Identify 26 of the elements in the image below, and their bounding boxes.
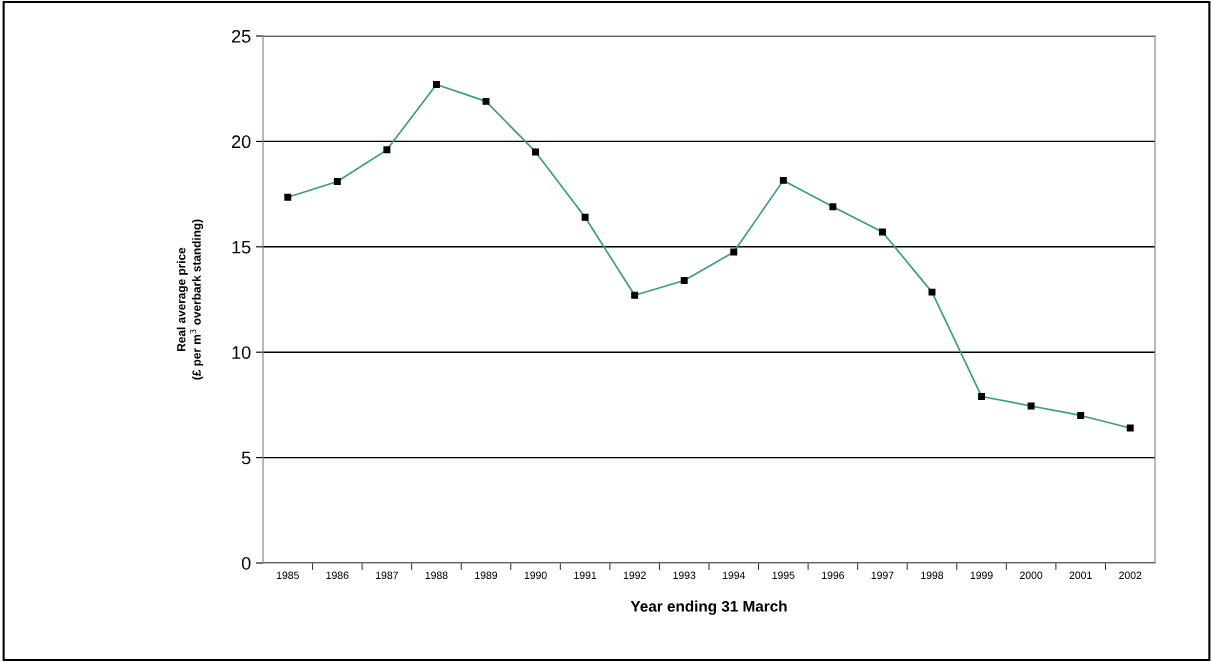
x-tick-label: 1993	[673, 571, 696, 579]
x-tick-label: 1995	[772, 571, 795, 579]
y-tick-label: 0	[241, 556, 251, 570]
y-tick-label: 5	[241, 451, 251, 465]
x-tick-label: 1987	[376, 571, 398, 579]
y-tick-label: 15	[232, 240, 251, 254]
x-tick-label: 1998	[921, 571, 944, 579]
x-tick-label: 1997	[871, 571, 894, 579]
y-tick-label: 20	[232, 135, 251, 149]
x-tick-label: 1985	[276, 571, 299, 579]
y-tick-label: 25	[232, 29, 251, 43]
x-tick-label: 2002	[1119, 571, 1142, 579]
x-tick-label: 2000	[1020, 571, 1043, 579]
x-tick-label: 1990	[524, 571, 547, 579]
x-tick-label: 2001	[1069, 571, 1092, 579]
x-tick-label: 1989	[475, 571, 498, 579]
y-axis-title: Real average price (£ per m$^{3}$ overbark standing)	[176, 219, 204, 380]
x-tick-label: 1994	[722, 571, 746, 579]
x-tick-label: 1992	[623, 571, 646, 579]
x-tick-label: 1986	[326, 571, 349, 579]
x-tick-label: 1996	[822, 571, 845, 579]
x-tick-label: 1999	[970, 571, 993, 579]
y-tick-label: 10	[232, 346, 251, 359]
x-axis-title: Year ending 31 March	[630, 600, 787, 615]
x-tick-label: 1988	[425, 571, 448, 579]
x-tick-label: 1991	[574, 571, 597, 579]
